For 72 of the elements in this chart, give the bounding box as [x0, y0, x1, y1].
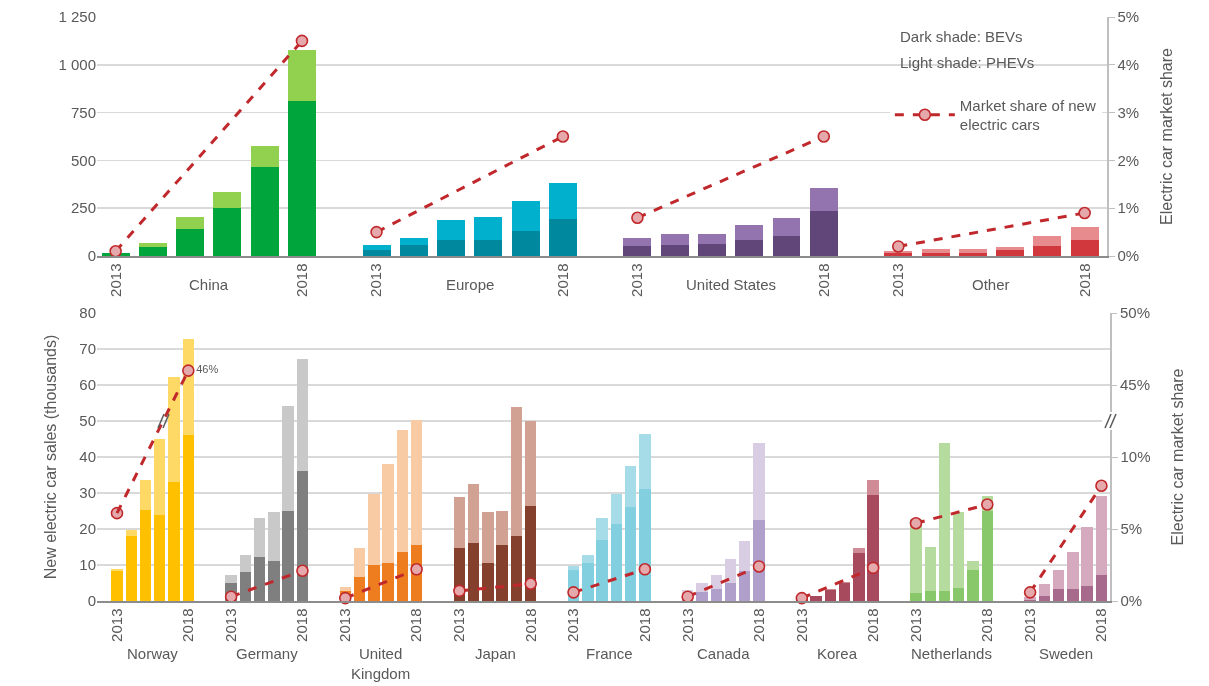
y-tick-label: 0: [87, 592, 96, 610]
text: Korea: [817, 645, 858, 662]
data-label: 46%: [196, 363, 219, 376]
x-tick-label: 2018: [292, 263, 310, 297]
y2-tick-label: 5%: [1120, 520, 1143, 538]
x-tick-label: 2018: [978, 608, 996, 642]
x-tick-label: 2018: [1092, 608, 1110, 642]
text: Norway: [127, 645, 179, 662]
x-tick-label: 2013: [367, 263, 385, 297]
y2-tick-label: 0%: [1117, 247, 1140, 265]
y-tick-label: 80: [79, 304, 96, 322]
text: Sweden: [1039, 645, 1094, 662]
text: United Kingdom: [351, 645, 411, 682]
y2-tick-label: 2%: [1117, 151, 1140, 169]
text: Europe: [446, 276, 495, 293]
x-tick-label: 2013: [1020, 608, 1038, 642]
x-tick-label: 2018: [814, 263, 832, 297]
x-tick-label: 2013: [336, 608, 354, 642]
y2-axis-title: Electric car market share: [1157, 47, 1175, 225]
x-tick-label: 2018: [179, 608, 197, 642]
y2-tick-label: 0%: [1120, 592, 1143, 610]
x-tick-label: 2013: [450, 608, 468, 642]
x-tick-label: 2013: [106, 263, 124, 297]
x-tick-label: 2018: [864, 608, 882, 642]
x-tick-label: 2018: [407, 608, 425, 642]
annotation: Light shade: PHEVs: [900, 54, 1035, 71]
x-tick-label: 2018: [635, 608, 653, 642]
y-tick-label: 70: [79, 340, 96, 358]
x-tick-label: 2013: [107, 608, 125, 642]
y2-axis-title: Electric car market share: [1168, 368, 1186, 546]
text: France: [586, 645, 633, 662]
x-tick-label: 2018: [521, 608, 539, 642]
x-tick-label: 2013: [678, 608, 696, 642]
x-tick-label: 2018: [553, 263, 571, 297]
y-tick-label: 20: [79, 520, 96, 538]
y-tick-label: 750: [70, 103, 96, 121]
x-tick-label: 2018: [1075, 263, 1093, 297]
y-tick-label: 10: [79, 556, 96, 574]
y-tick-label: 40: [79, 448, 96, 466]
y-tick-label: 250: [70, 199, 96, 217]
legend-label: Market share of new electric cars: [959, 96, 1096, 134]
x-tick-label: 2013: [564, 608, 582, 642]
text: Other: [972, 276, 1010, 293]
y-tick-label: 60: [79, 376, 96, 394]
x-tick-label: 2013: [221, 608, 239, 642]
x-tick-label: 2013: [628, 263, 646, 297]
x-tick-label: 2018: [749, 608, 767, 642]
y-tick-label: 50: [79, 412, 96, 430]
y-tick-label: 1 250: [58, 8, 96, 26]
y2-tick-label: 4%: [1117, 56, 1140, 74]
y-tick-label: 30: [79, 484, 96, 502]
annotation: Dark shade: BEVs: [900, 28, 1023, 45]
y2-tick-label: 10%: [1120, 448, 1151, 466]
x-tick-label: 2013: [792, 608, 810, 642]
text: China: [189, 276, 229, 293]
y-tick-label: 500: [70, 151, 96, 169]
y-tick-label: 1 000: [58, 56, 96, 74]
x-tick-label: 2013: [889, 263, 907, 297]
y3-tick-label: 50%: [1120, 304, 1151, 322]
text: Germany: [236, 645, 299, 662]
y2-tick-label: 5%: [1117, 8, 1140, 26]
y3-tick-label: 45%: [1120, 376, 1151, 394]
x-tick-label: 2013: [906, 608, 924, 642]
text: Canada: [697, 645, 751, 662]
text: Japan: [475, 645, 516, 662]
y2-tick-label: 1%: [1117, 199, 1140, 217]
y2-tick-label: 3%: [1117, 103, 1140, 121]
y-tick-label: 0: [87, 247, 96, 265]
y-axis-title: New electric car sales (thousands): [42, 334, 60, 580]
text: Netherlands: [911, 645, 992, 662]
text: United States: [686, 276, 777, 293]
x-tick-label: 2018: [293, 608, 311, 642]
